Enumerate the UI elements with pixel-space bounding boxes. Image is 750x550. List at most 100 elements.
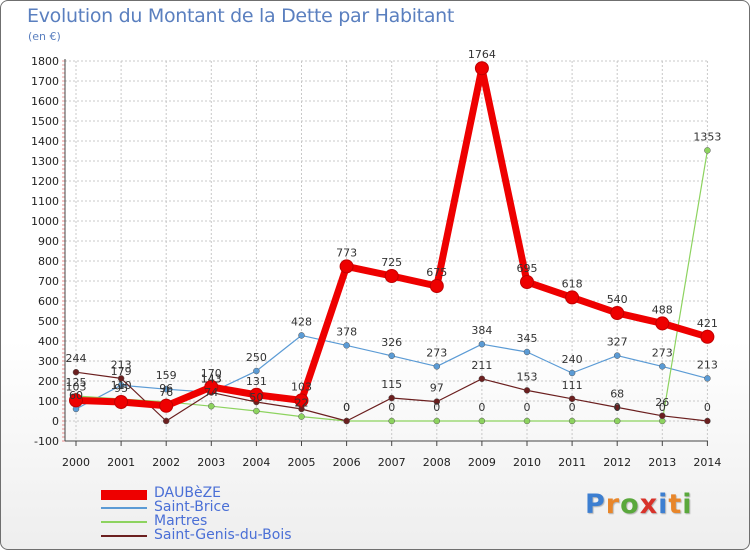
proxiti-logo: Proxiti	[585, 489, 693, 520]
data-label: 50	[249, 391, 263, 404]
y-tick-label: 1600	[31, 95, 59, 108]
logo-letter: P	[585, 489, 606, 520]
chart-title: Evolution du Montant de la Dette par Hab…	[27, 5, 455, 27]
x-tick-label: 2004	[242, 456, 270, 469]
y-tick-label: 600	[38, 295, 59, 308]
data-point	[478, 340, 486, 348]
data-point	[565, 290, 580, 305]
data-label: 384	[471, 324, 492, 337]
x-tick-label: 2000	[62, 456, 90, 469]
data-point	[478, 417, 486, 425]
data-point	[162, 385, 170, 393]
x-tick-label: 2012	[603, 456, 631, 469]
x-tick-label: 2002	[152, 456, 180, 469]
y-tick-label: 1400	[31, 135, 59, 148]
y-tick-label: 1700	[31, 75, 59, 88]
data-label: 0	[659, 401, 666, 414]
data-point	[117, 381, 125, 389]
data-label: 540	[607, 293, 628, 306]
data-point	[208, 402, 215, 410]
data-label: 22	[295, 397, 309, 410]
x-tick-label: 2008	[423, 456, 451, 469]
data-point	[520, 275, 534, 289]
data-point	[159, 398, 174, 413]
data-point	[433, 363, 441, 370]
logo-letter: x	[639, 489, 659, 520]
x-tick-label: 2005	[288, 456, 316, 469]
data-point	[568, 369, 576, 377]
data-point	[388, 352, 395, 360]
x-tick-label: 2009	[468, 456, 496, 469]
data-labels: 103 95 76 170 131 103 773 725 675 1764 695 618 540 48…	[66, 48, 722, 414]
data-point	[204, 380, 219, 394]
data-label: 131	[246, 375, 267, 388]
data-label: 103	[291, 380, 312, 393]
data-point	[117, 375, 125, 382]
data-point	[568, 417, 576, 425]
data-point	[294, 393, 309, 408]
data-label: 0	[614, 401, 621, 414]
logo-letter: i	[682, 489, 693, 520]
data-label: 60	[69, 389, 83, 402]
data-point	[343, 417, 350, 425]
x-tick-label: 2006	[333, 456, 361, 469]
x-tick-label: 2001	[107, 456, 135, 469]
data-label: 143	[201, 372, 222, 385]
data-label: 97	[430, 382, 444, 395]
y-tick-label: 700	[38, 275, 59, 288]
data-point	[249, 387, 264, 402]
data-label: 1764	[468, 48, 496, 61]
data-point	[523, 417, 531, 425]
data-point	[388, 417, 395, 425]
data-point	[610, 306, 625, 320]
legend-swatch	[101, 490, 147, 500]
legend-swatch	[101, 507, 147, 509]
data-label: 213	[697, 358, 718, 371]
data-label: 96	[159, 382, 173, 395]
x-tick-label: 2011	[558, 456, 586, 469]
data-label: 725	[381, 256, 402, 269]
y-tick-label: 200	[38, 375, 59, 388]
y-tick-labels: -100 0 100 200 300 400 500 600 700 800 900 1000 1100…	[31, 55, 59, 448]
data-label: 26	[655, 396, 669, 409]
data-point	[700, 329, 715, 344]
data-label: 0	[343, 401, 350, 414]
series-saint-genis-du-bois	[72, 368, 711, 425]
data-point	[568, 395, 576, 403]
data-point	[433, 398, 441, 405]
data-point	[429, 279, 444, 293]
data-label: 143	[201, 372, 222, 385]
data-point	[474, 61, 489, 76]
data-point	[69, 393, 83, 408]
data-label: 103	[66, 380, 87, 393]
data-point	[659, 363, 666, 370]
logo-letter: r	[605, 489, 621, 520]
data-label: 428	[291, 315, 312, 328]
data-label: 326	[381, 336, 402, 349]
data-label: 345	[517, 332, 538, 345]
legend-swatch	[101, 535, 147, 537]
data-point	[523, 387, 531, 394]
data-point	[253, 367, 260, 375]
data-point	[704, 375, 711, 382]
data-label: 378	[336, 325, 357, 338]
data-point	[659, 412, 666, 420]
logo-letter: i	[658, 489, 669, 520]
data-label: 0	[388, 401, 395, 414]
x-tick-labels: 2000 2001 2002 2003 2004 2005 2006 2007 2008 2009…	[62, 456, 721, 469]
data-label: 0	[569, 401, 576, 414]
data-point	[613, 404, 621, 411]
series-daub-ze	[69, 61, 715, 413]
data-point	[114, 395, 129, 409]
data-label: 125	[66, 376, 87, 389]
data-label: 250	[246, 351, 267, 364]
data-point	[704, 417, 711, 425]
data-label: 76	[159, 386, 173, 399]
data-label: 421	[697, 317, 718, 330]
y-tick-label: 1300	[31, 155, 59, 168]
y-tick-label: 0	[52, 415, 59, 428]
y-tick-label: 800	[38, 255, 59, 268]
data-label: 159	[156, 369, 177, 382]
legend-swatch	[101, 521, 147, 523]
